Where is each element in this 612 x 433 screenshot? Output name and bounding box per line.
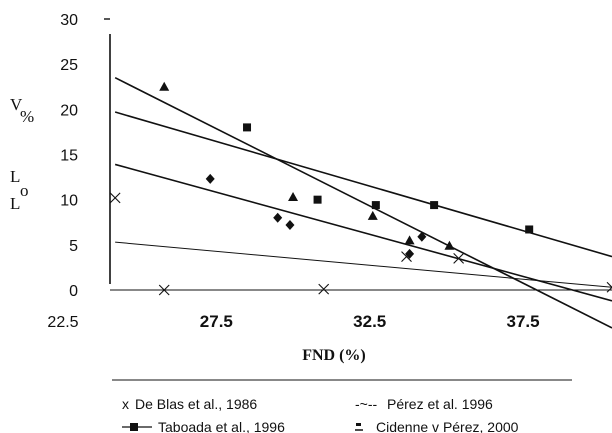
data-point-series-3 [371, 201, 380, 210]
data-point-series-4 [205, 173, 215, 184]
legend-label: Pérez et al. 1996 [387, 396, 493, 412]
data-point-series-2 [367, 210, 378, 220]
legend-x-marker: x [122, 396, 129, 412]
legend-label: Taboada et al., 1996 [158, 419, 285, 433]
y-axis-label-part: V [10, 95, 23, 114]
data-point-series-3 [313, 195, 322, 204]
legend-item: -~-- Pérez et al. 1996 [355, 396, 493, 412]
data-point-series-2 [404, 235, 415, 245]
legend-label: Cidenne v Pérez, 2000 [376, 419, 519, 433]
y-tick-label: 0 [69, 283, 78, 300]
data-point-series-1 [318, 283, 330, 295]
trend-line-series-1 [115, 241, 612, 288]
legend-dot-marker [356, 423, 361, 426]
legend-item: x De Blas et al., 1986 [122, 396, 257, 412]
y-axis-label: V% LoL [10, 95, 34, 213]
data-point-series-2 [444, 240, 455, 250]
x-tick-label: 37.5 [507, 312, 540, 331]
data-point-series-2 [159, 81, 170, 91]
x-tick-label: 22.5 [47, 314, 78, 331]
legend-line-symbol: -~-- [355, 396, 378, 412]
legend-item: Cidenne v Pérez, 2000 [355, 419, 519, 433]
axes [109, 34, 612, 291]
data-point-series-3 [430, 201, 439, 210]
data-points [109, 81, 612, 296]
y-tick-label: 15 [60, 148, 78, 165]
data-point-series-3 [243, 123, 252, 132]
data-point-series-4 [273, 212, 283, 223]
data-point-series-4 [285, 219, 295, 230]
data-point-series-1 [453, 252, 465, 264]
data-point-series-2 [288, 191, 299, 201]
y-tick-label: 5 [69, 238, 78, 255]
y-tick-label: 30 [60, 12, 78, 29]
y-axis-label-part: L [10, 167, 20, 186]
legend-label: De Blas et al., 1986 [135, 396, 257, 412]
x-tick-labels: 22.5 27.5 32.5 37.5 [47, 312, 539, 331]
data-point-series-3 [525, 225, 534, 234]
data-point-series-1 [109, 192, 121, 204]
data-point-series-1 [606, 281, 612, 293]
y-tick-label: 25 [60, 57, 78, 74]
legend-square-marker [130, 423, 138, 431]
legend-label-underlined: Pérez, 2000 [443, 419, 519, 433]
data-point-series-1 [158, 284, 170, 296]
legend-label-prefix: Cidenne v [376, 419, 443, 433]
y-tick-labels: 0 5 10 15 20 25 30 [60, 12, 110, 300]
x-axis-label: FND (%) [302, 347, 366, 364]
trend-line-series-4 [114, 163, 612, 302]
y-tick-label: 20 [60, 102, 78, 119]
data-point-series-4 [417, 231, 427, 242]
y-axis-label-part: L [10, 194, 20, 213]
data-point-series-4 [405, 248, 415, 259]
y-tick-label: 10 [60, 193, 78, 210]
y-axis-label-part: o [20, 181, 29, 200]
x-tick-label: 27.5 [200, 312, 233, 331]
trend-line-series-2 [114, 77, 612, 329]
y-axis-label-part: % [20, 107, 34, 126]
legend: x De Blas et al., 1986 -~-- Pérez et al. 19… [112, 379, 572, 433]
legend-item: Taboada et al., 1996 [122, 419, 285, 433]
x-tick-label: 32.5 [353, 312, 386, 331]
